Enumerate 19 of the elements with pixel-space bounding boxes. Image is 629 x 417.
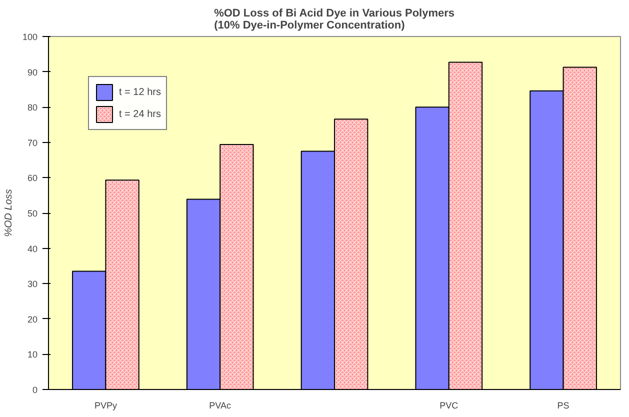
y-tick-label: 90 xyxy=(27,67,38,78)
y-tick-label: 40 xyxy=(27,244,38,254)
y-tick-label: 0 xyxy=(32,385,38,395)
y-tick-label: 100 xyxy=(22,32,38,42)
y-tick-label: 80 xyxy=(27,102,38,113)
y-tick-label: 70 xyxy=(27,138,38,148)
y-tick-label: 30 xyxy=(27,279,38,290)
legend-label: t = 24 hrs xyxy=(119,108,161,120)
x-tick-label: PVAc xyxy=(209,400,232,410)
x-tick-label: PVPy xyxy=(94,400,118,410)
y-tick-label: 50 xyxy=(27,208,38,218)
y-axis-title: %OD Loss xyxy=(3,189,14,237)
x-tick-label: PVC xyxy=(440,400,459,410)
y-tick-label: 60 xyxy=(27,173,38,184)
y-tick-label: 10 xyxy=(27,350,38,360)
x-tick-label: PS xyxy=(557,400,570,410)
y-tick-label: 20 xyxy=(27,314,38,324)
legend-label: t = 12 hrs xyxy=(119,86,161,98)
chart-title: %OD Loss of Bi Acid Dye in Various Polymers (10% Dye-in-Polymer Concentration) xyxy=(214,8,455,32)
